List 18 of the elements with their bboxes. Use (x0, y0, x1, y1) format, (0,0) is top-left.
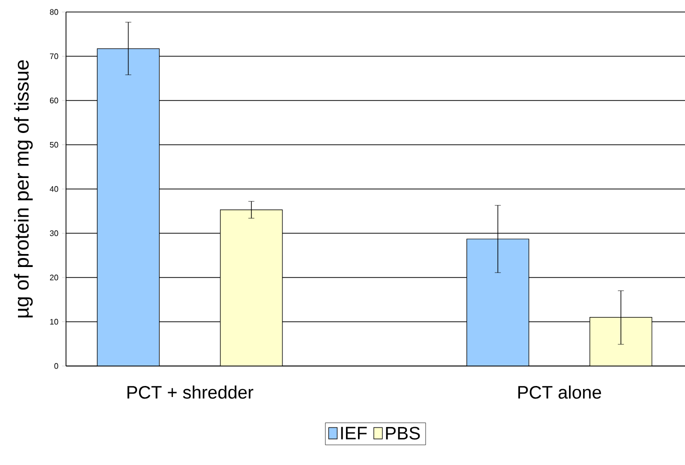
y-axis-title: µg of protein per mg of tissue (14, 60, 33, 318)
legend-label: IEF (341, 426, 367, 440)
bar (96, 48, 160, 366)
bar (590, 317, 652, 366)
bar (220, 209, 283, 366)
y-tick-label: 0 (54, 363, 58, 369)
y-tick-label: 30 (50, 230, 58, 236)
y-tick-label: 50 (50, 142, 58, 148)
x-tick-label: PCT alone (518, 386, 602, 399)
y-tick-label: 70 (50, 53, 58, 60)
y-tick-label: 10 (50, 318, 58, 325)
y-tick-label: 40 (50, 186, 58, 192)
bar (466, 238, 530, 366)
y-tick-label: 20 (50, 274, 58, 280)
y-tick-label: 80 (50, 9, 58, 15)
x-tick-label: PCT + shredder (128, 386, 254, 399)
y-tick-label: 60 (50, 98, 58, 104)
legend-label: PBS (386, 426, 420, 440)
